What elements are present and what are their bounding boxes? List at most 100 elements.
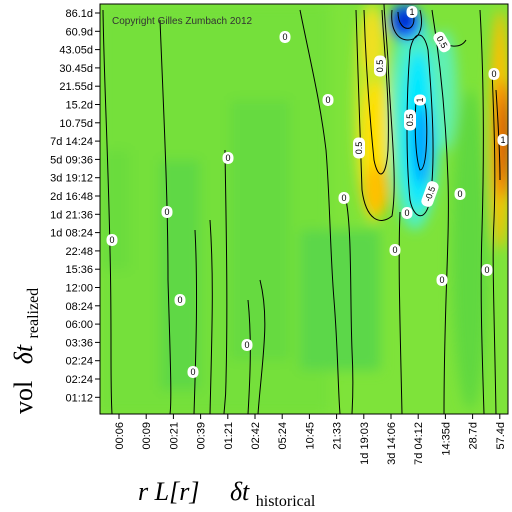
contour-label-text: 0	[244, 340, 249, 350]
contour-label: 0	[488, 68, 500, 80]
y-tick-label: 08:24	[65, 301, 93, 313]
contour-label-text: 0	[164, 207, 169, 217]
y-axis: 86.1d 60.9d 43.05d 30.45d 21.55d 15.2d 10.75d 7…	[50, 8, 100, 404]
contour-labels: 0 0 0 0 0 0 0 0 0 0 0 0.5 0.5 0.5 -0.5 0.5 1 1 1 0 0 0 0	[106, 6, 508, 378]
contour-label-background	[174, 294, 186, 306]
contour-label-text: 0	[392, 245, 397, 255]
contour-line	[431, 9, 449, 414]
contour-label-text: 1	[415, 97, 425, 102]
contour-line	[345, 199, 354, 414]
contour-label: 0	[161, 206, 173, 218]
contour-line	[209, 219, 213, 414]
contour-line	[398, 211, 403, 414]
y-tick-label: 5d 09:36	[50, 154, 93, 166]
contour-label-text: 0	[177, 295, 182, 305]
contour-label-text: 0	[484, 265, 489, 275]
x-tick-label: 21:33	[332, 422, 344, 450]
contour-line	[491, 69, 497, 414]
contour-label-text: 0	[225, 153, 230, 163]
contour-label: 0	[241, 339, 253, 351]
y-tick-label: 1d 08:24	[50, 228, 93, 240]
contour-label-background	[414, 94, 426, 106]
y-tick-label: 3d 19:12	[50, 173, 93, 185]
y-axis-label: vol δt realized	[9, 288, 42, 414]
x-tick-label: 00:09	[141, 422, 153, 450]
contour-line	[391, 9, 422, 41]
y-tick-label: 30.45d	[59, 63, 93, 75]
contour-label-text: 0	[491, 69, 496, 79]
contour-line	[363, 9, 389, 175]
contour-label-background	[389, 244, 401, 256]
copyright-text: Copyright Gilles Zumbach 2012	[112, 16, 253, 27]
contour-label-background	[404, 109, 416, 131]
contour-label-text: 0	[325, 95, 330, 105]
contour-label: 0.5	[374, 55, 386, 77]
contour-label: 0	[454, 188, 466, 200]
contour-label-background	[497, 134, 508, 146]
heatmap-plot-area: 0 0 0 0 0 0 0 0 0 0 0 0.5 0.5 0.5 -0.5 0.5 1 1 1 0 0 0 0 Copyr…	[100, 4, 508, 414]
x-tick-label: 00:06	[114, 422, 126, 450]
contour-label-text: 0.5	[354, 142, 364, 155]
x-tick-label: 02:42	[250, 422, 262, 450]
svg-text:vol δt realized: vol δt realized	[9, 288, 42, 414]
x-tick-label: 28.7d	[468, 422, 480, 450]
contour-label: 0	[481, 264, 493, 276]
contour-label: -0.5	[421, 181, 439, 207]
contour-label-text: 0	[439, 275, 444, 285]
contour-label: 1	[406, 6, 418, 18]
y-tick-label: 2d 16:48	[50, 191, 93, 203]
y-tick-label: 15.2d	[65, 100, 93, 112]
contour-label-background	[433, 31, 451, 53]
contour-label: 0.5	[404, 109, 416, 131]
x-tick-label: 00:21	[168, 422, 180, 450]
contour-label-background	[353, 137, 365, 159]
y-tick-label: 06:00	[65, 319, 93, 331]
contour-line	[495, 89, 501, 181]
contour-line	[223, 149, 228, 414]
contour-label-background	[401, 207, 413, 219]
contour-label: 0	[436, 274, 448, 286]
y-tick-label: 02:24	[65, 374, 93, 386]
contour-label-text: 0	[282, 32, 287, 42]
y-tick-label: 43.05d	[59, 45, 93, 57]
plot-frame	[99, 3, 509, 415]
contour-label-background	[338, 192, 350, 204]
y-tick-label: 21.55d	[59, 81, 93, 93]
contour-label-text: 0	[404, 208, 409, 218]
y-axis-label-symbol: δt	[9, 344, 38, 364]
y-tick-label: 01:12	[65, 392, 93, 404]
x-tick-label: 00:39	[196, 422, 208, 450]
y-axis-label-subscript: realized	[25, 288, 42, 339]
x-tick-label: 57.4d	[495, 422, 507, 450]
y-tick-label: 22:48	[65, 246, 93, 258]
x-tick-label: 14:35d	[440, 422, 452, 456]
contour-line	[247, 299, 251, 414]
contour-label-text: 0	[190, 367, 195, 377]
contour-label-background	[279, 31, 291, 43]
x-axis-label-subscript: historical	[256, 493, 316, 510]
contour-line	[299, 9, 341, 414]
contour-label: 1	[497, 134, 508, 146]
contour-label-background	[436, 274, 448, 286]
x-tick-label: 1d 19:03	[359, 422, 371, 465]
contour-label-background	[374, 55, 386, 77]
contour-label-text: 0	[341, 193, 346, 203]
contour-label-text: -0.5	[423, 185, 438, 203]
contour-label: 0	[338, 192, 350, 204]
y-tick-label: 1d 21:36	[50, 209, 93, 221]
contour-label: 0	[389, 244, 401, 256]
x-axis-label-symbol: δt	[230, 477, 250, 506]
contour-label: 0	[222, 152, 234, 164]
contour-label-background	[161, 206, 173, 218]
contour-line	[159, 19, 172, 414]
x-tick-label: 01:21	[223, 422, 235, 450]
contour-line	[479, 9, 485, 414]
contour-label: 0	[322, 94, 334, 106]
x-axis-label: r L[r] δt historical	[138, 477, 316, 510]
y-tick-label: 10.75d	[59, 118, 93, 130]
contour-line	[193, 229, 198, 414]
contour-label-background	[421, 181, 439, 207]
y-tick-label: 7d 14:24	[50, 136, 93, 148]
svg-text:r L[r] δt historic: r L[r] δt historical	[138, 477, 316, 510]
